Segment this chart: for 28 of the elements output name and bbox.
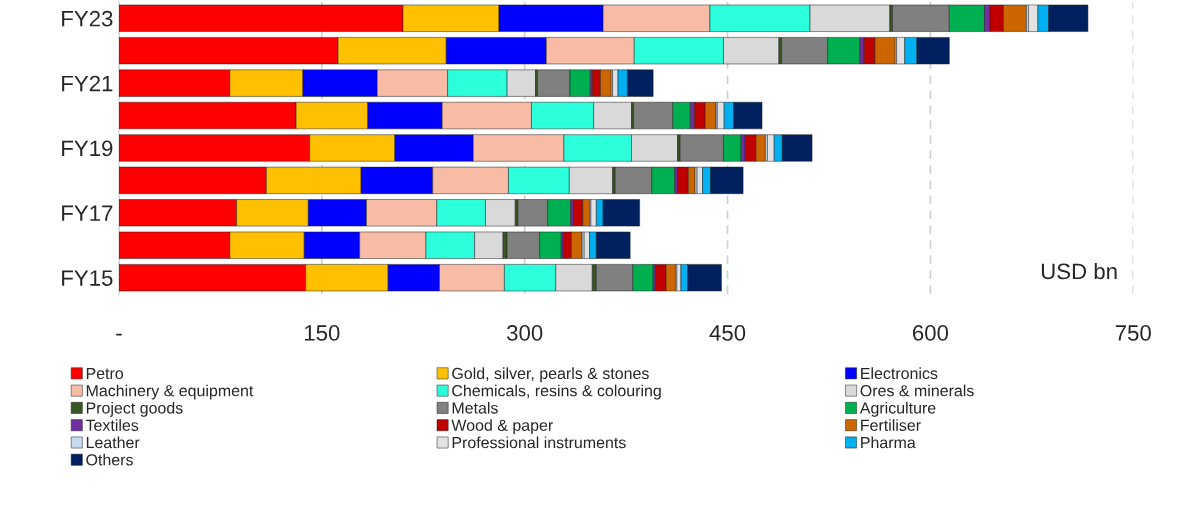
legend-label: Ores & minerals <box>860 384 974 397</box>
x-tick-label: 450 <box>709 325 746 341</box>
legend-label: Professional instruments <box>452 436 626 449</box>
legend-label: Agriculture <box>859 401 936 417</box>
x-tick-label: 150 <box>304 325 340 341</box>
x-tick-label: 750 <box>1115 325 1151 341</box>
legend-label: Gold, silver, pearls & stones <box>452 367 649 383</box>
y-tick-label: FY23 <box>62 10 113 27</box>
legend-label: Project goods <box>86 401 183 417</box>
legend-label: Electronics <box>861 367 938 380</box>
legend-label: Others <box>86 453 133 466</box>
legend-label: Metals <box>452 401 498 414</box>
legend-label: Fertiliser <box>861 419 921 431</box>
legend-label: Textiles <box>85 419 139 431</box>
x-tick-label: - <box>116 333 122 336</box>
y-tick-label: FY15 <box>62 270 113 286</box>
x-axis-title: USD bn <box>1041 262 1117 280</box>
legend-label: Chemicals, resins & colouring <box>452 384 661 400</box>
legend-label: Pharma <box>861 436 916 449</box>
y-tick-label: FY17 <box>62 205 113 221</box>
y-tick-label: FY19 <box>62 140 113 157</box>
x-tick-label: 600 <box>912 325 949 341</box>
legend-label: Machinery & equipment <box>86 384 254 400</box>
y-tick-label: FY21 <box>62 75 113 92</box>
legend-label: Wood & paper <box>451 419 553 435</box>
legend-label: Leather <box>86 436 140 449</box>
legend-label: Petro <box>86 367 124 380</box>
x-tick-label: 300 <box>506 325 543 341</box>
